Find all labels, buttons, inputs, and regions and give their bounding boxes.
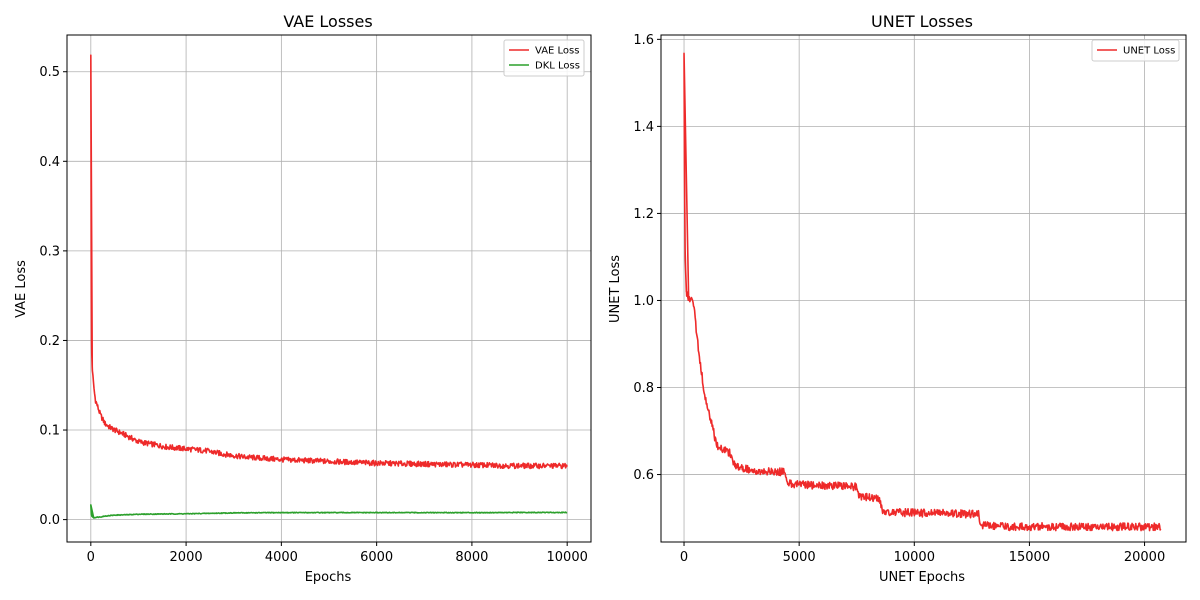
grid (67, 35, 591, 542)
series-layer (683, 52, 1162, 532)
y-axis-label: UNET Loss (608, 255, 623, 323)
ticks: 0 2000 4000 6000 8000 10000 0.0 0.1 0.2 0.3 0.4 0.5 (39, 65, 588, 565)
plot-frame (660, 34, 1187, 543)
y-tick-label: 1.6 (633, 33, 654, 48)
chart-title: UNET Losses (871, 12, 973, 31)
x-tick-label: 10000 (894, 550, 935, 565)
y-tick-label: 1.4 (633, 120, 654, 135)
series-line-unet-loss (683, 52, 1162, 532)
series-line-vae-loss (90, 54, 568, 470)
legend-label: VAE Loss (535, 46, 579, 57)
x-tick-label: 0 (680, 550, 688, 565)
legend: VAE Loss DKL Loss (503, 39, 585, 77)
ticks: 0 5000 10000 15000 20000 0.6 0.8 1.0 1.2 1.4 1.6 (633, 33, 1165, 565)
y-tick-label: 0.0 (39, 513, 60, 528)
y-tick-label: 0.8 (633, 381, 654, 396)
plot-frame (66, 34, 592, 543)
x-tick-label: 5000 (783, 550, 816, 565)
chart-title: VAE Losses (283, 12, 372, 31)
legend-box (503, 39, 585, 77)
y-tick-label: 0.6 (633, 468, 654, 483)
unet-losses-chart: UNET Losses 0 5000 10000 15000 20000 0.6 0.8 1.… (608, 12, 1187, 585)
y-tick-label: 0.4 (39, 155, 60, 170)
x-tick-label: 8000 (455, 550, 488, 565)
legend-label: DKL Loss (535, 61, 580, 72)
y-tick-label: 0.5 (39, 65, 60, 80)
y-tick-label: 0.1 (39, 424, 60, 439)
legend-box (1091, 39, 1180, 62)
x-tick-label: 0 (87, 550, 95, 565)
x-tick-label: 10000 (547, 550, 588, 565)
x-axis-label: Epochs (305, 570, 352, 585)
x-tick-label: 20000 (1124, 550, 1165, 565)
y-tick-label: 0.3 (39, 244, 60, 259)
y-axis-label: VAE Loss (14, 260, 29, 318)
x-tick-label: 6000 (360, 550, 393, 565)
x-tick-label: 4000 (265, 550, 298, 565)
series-layer (90, 54, 568, 519)
x-tick-label: 15000 (1009, 550, 1050, 565)
y-tick-label: 1.0 (633, 294, 654, 309)
legend-label: UNET Loss (1123, 46, 1175, 57)
y-tick-label: 0.2 (39, 334, 60, 349)
x-axis-label: UNET Epochs (879, 570, 965, 585)
x-tick-label: 2000 (170, 550, 203, 565)
legend: UNET Loss (1091, 39, 1180, 62)
series-line-dkl-loss (90, 504, 568, 519)
vae-losses-chart: VAE Losses 0 2000 4000 6000 8000 100000.00.10… (14, 12, 592, 585)
y-tick-label: 1.2 (633, 207, 654, 222)
grid (661, 35, 1186, 542)
